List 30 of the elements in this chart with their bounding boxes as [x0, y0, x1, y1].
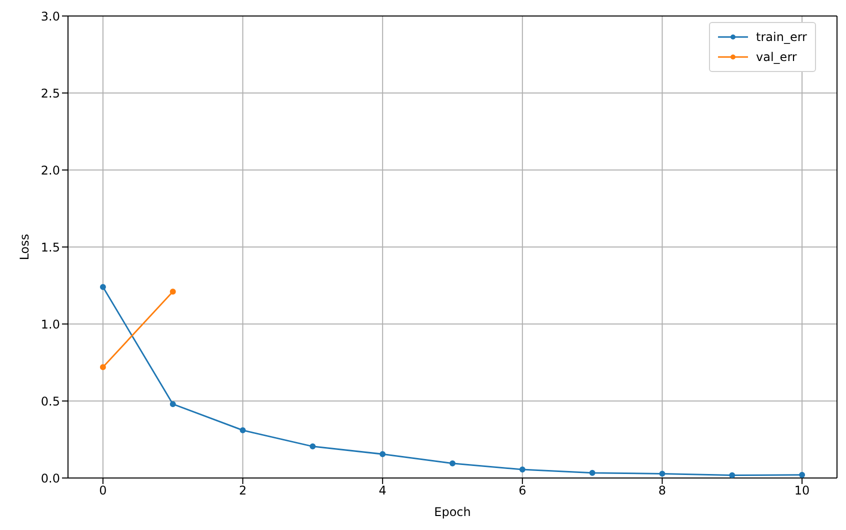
point — [170, 401, 176, 408]
legend-label: train_err — [756, 30, 807, 44]
x-tick-label: 0 — [99, 484, 107, 498]
y-tick-label: 2.0 — [40, 163, 60, 178]
point — [310, 443, 316, 450]
point — [589, 470, 596, 476]
y-tick-label: 0.5 — [40, 394, 60, 408]
point — [729, 472, 736, 478]
point — [380, 451, 386, 458]
x-tick-label: 2 — [238, 484, 247, 498]
y-axis-title: Loss — [17, 234, 32, 260]
x-tick-label: 8 — [658, 484, 666, 498]
y-tick-label: 0.0 — [40, 471, 60, 486]
point — [100, 364, 106, 370]
y-tick-label: 2.5 — [40, 86, 60, 100]
point — [799, 472, 806, 478]
legend-label: val_err — [756, 50, 797, 64]
y-tick-label: 1.0 — [40, 317, 60, 332]
point — [240, 427, 246, 434]
point — [100, 284, 106, 290]
x-tick-label: 4 — [378, 484, 386, 498]
x-axis-title: Epoch — [434, 505, 471, 519]
point — [450, 460, 456, 466]
y-tick-label: 1.5 — [40, 240, 60, 254]
x-tick-label: 10 — [794, 484, 810, 498]
point — [170, 288, 176, 295]
point — [519, 466, 526, 473]
y-tick-label: 3.0 — [40, 9, 60, 24]
x-tick-label: 6 — [518, 484, 526, 498]
point — [659, 470, 666, 477]
